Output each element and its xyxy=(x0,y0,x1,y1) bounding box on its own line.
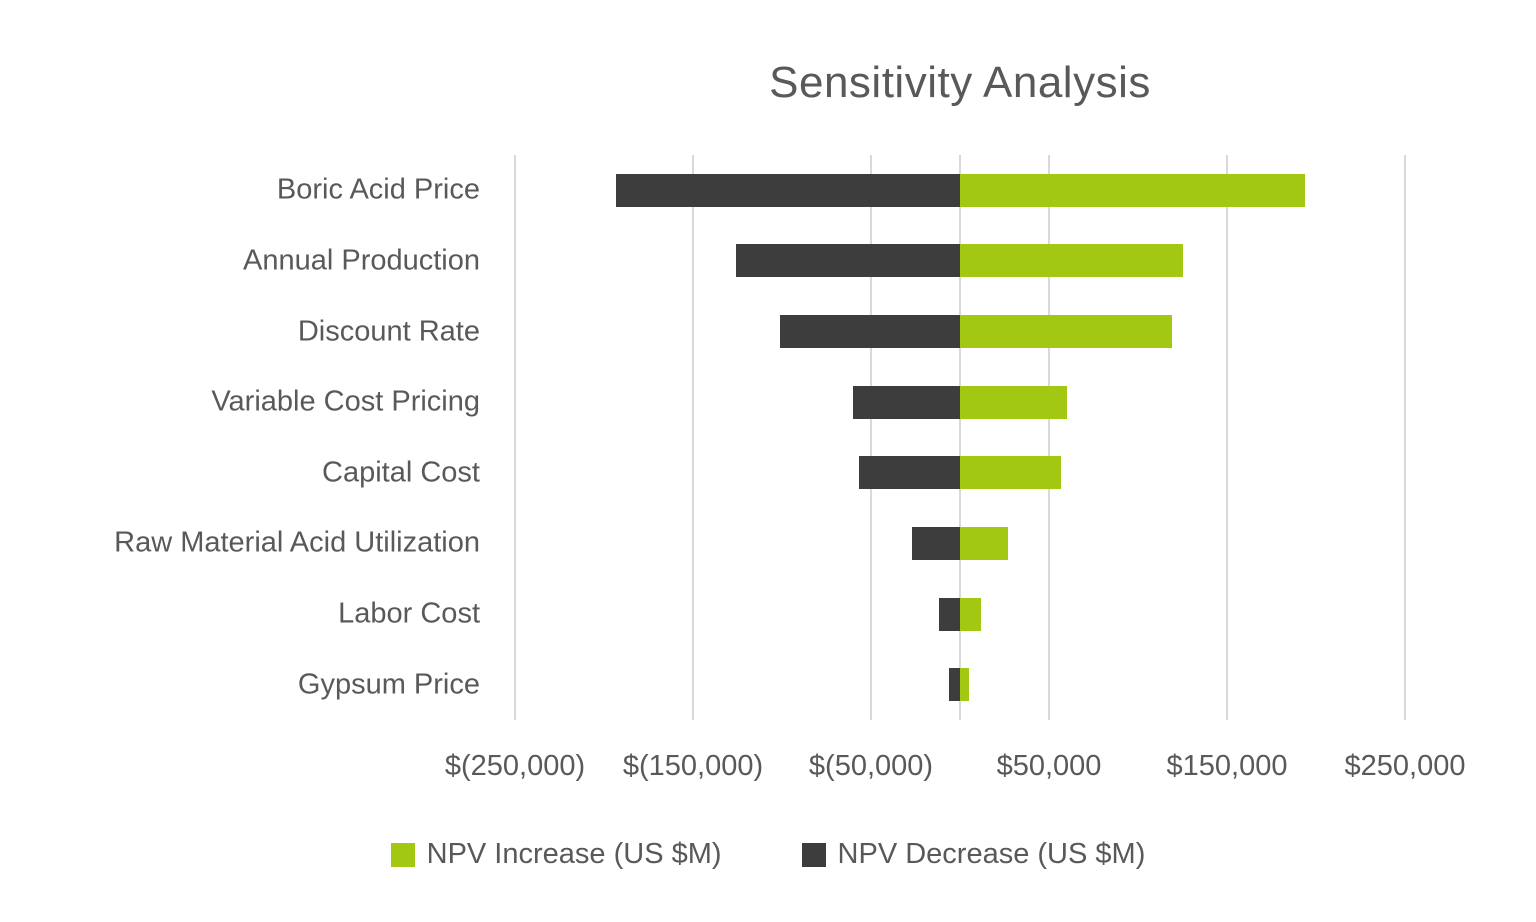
legend: NPV Increase (US $M) NPV Decrease (US $M… xyxy=(0,838,1536,871)
x-tick-label: $(50,000) xyxy=(808,750,934,782)
bar-npv-increase xyxy=(960,597,982,631)
bar-npv-decrease xyxy=(938,597,960,631)
x-tick-label: $150,000 xyxy=(1166,750,1288,782)
bar-npv-increase xyxy=(960,668,969,702)
gridline xyxy=(692,155,694,720)
x-tick-label: $250,000 xyxy=(1344,750,1466,782)
category-label: Labor Cost xyxy=(338,597,480,630)
gridline xyxy=(1404,155,1406,720)
bar-npv-increase xyxy=(960,526,1009,560)
category-label: Capital Cost xyxy=(322,456,480,489)
gridline xyxy=(1226,155,1228,720)
bar-npv-decrease xyxy=(780,315,960,349)
bar-npv-decrease xyxy=(949,668,960,702)
x-tick-label: $50,000 xyxy=(996,750,1102,782)
legend-item-npv-increase: NPV Increase (US $M) xyxy=(390,838,722,871)
plot-area xyxy=(514,155,1406,720)
gridline xyxy=(1048,155,1050,720)
bar-npv-decrease xyxy=(735,244,960,278)
bar-npv-decrease xyxy=(616,173,960,207)
x-tick-label: $(250,000) xyxy=(444,750,586,782)
legend-swatch-increase-icon xyxy=(390,842,415,867)
category-label: Discount Rate xyxy=(297,315,480,348)
category-label: Annual Production xyxy=(243,244,480,277)
bar-npv-increase xyxy=(960,244,1183,278)
category-label: Raw Material Acid Utilization xyxy=(114,526,480,559)
legend-label-npv-increase: NPV Increase (US $M) xyxy=(426,838,722,870)
zero-axis-line xyxy=(959,155,961,720)
bar-npv-increase xyxy=(960,173,1306,207)
bar-npv-decrease xyxy=(853,385,960,419)
legend-label-npv-decrease: NPV Decrease (US $M) xyxy=(837,838,1146,870)
gridline xyxy=(870,155,872,720)
category-label: Boric Acid Price xyxy=(276,173,480,206)
bar-npv-increase xyxy=(960,456,1062,490)
bar-npv-increase xyxy=(960,385,1067,419)
value-axis: $(250,000) $(150,000) $(50,000) $50,000 $150… xyxy=(0,750,1536,792)
bar-npv-decrease xyxy=(858,456,960,490)
category-label: Variable Cost Pricing xyxy=(211,385,480,418)
x-tick-label: $(150,000) xyxy=(622,750,764,782)
legend-swatch-decrease-icon xyxy=(801,842,826,867)
legend-item-npv-decrease: NPV Decrease (US $M) xyxy=(801,838,1146,871)
category-label: Gypsum Price xyxy=(297,668,480,701)
bar-npv-decrease xyxy=(911,526,960,560)
chart-title: Sensitivity Analysis xyxy=(769,58,1151,107)
gridline xyxy=(514,155,516,720)
bar-npv-increase xyxy=(960,315,1172,349)
category-axis: Boric Acid Price Annual Production Discoun… xyxy=(0,155,480,720)
